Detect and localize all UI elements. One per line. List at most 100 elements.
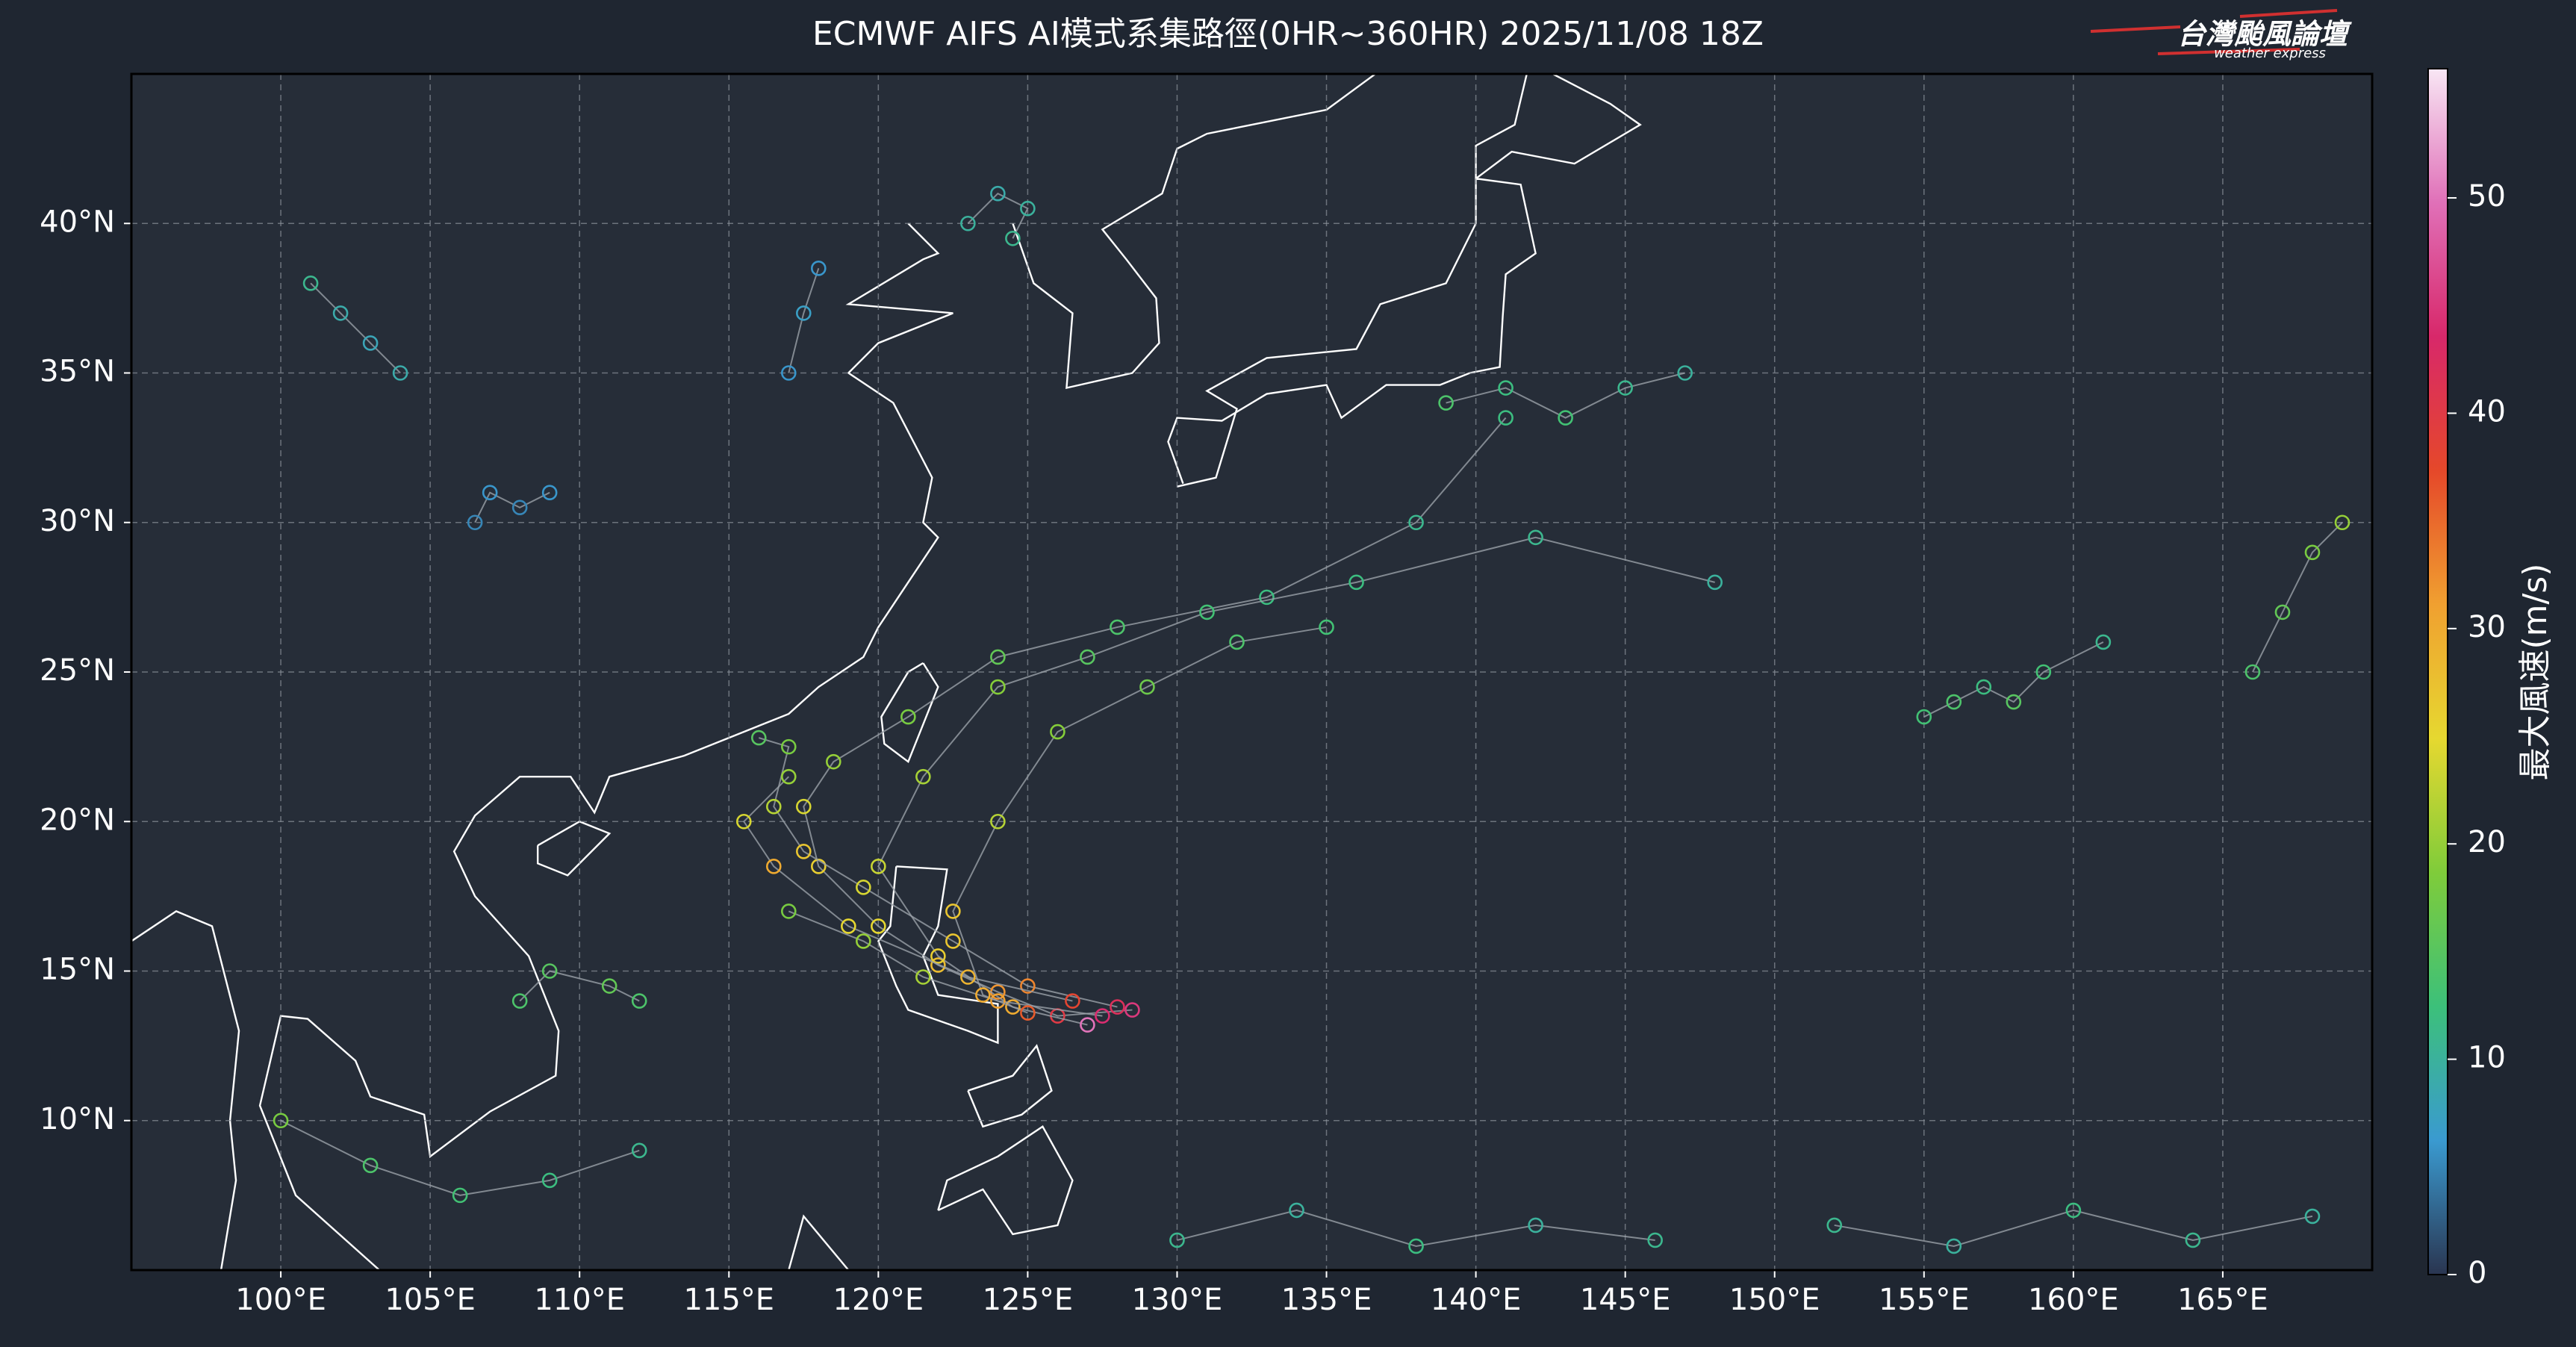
track-point [960,215,976,231]
track-line [967,192,1029,239]
coastline [1012,74,1378,390]
y-tick-label: 20°N [40,803,115,837]
track-point [990,993,1006,1009]
track-point [780,738,797,755]
track-point [1229,634,1245,650]
track-point [1020,1005,1036,1021]
track-point [796,844,812,859]
track-point [1528,529,1543,546]
track-point [780,903,797,919]
map-frame [130,72,2374,1272]
track-line [1177,1209,1655,1247]
logo-name: 台灣颱風論壇 [2177,18,2352,51]
track-line [788,910,1103,1017]
track-point [1348,574,1364,591]
track-point [1916,709,1932,725]
track-point [511,993,528,1009]
x-tick-label: 140°E [1431,1283,1522,1317]
track-point [482,485,498,501]
track-point [2035,664,2052,680]
colorbar-tick-label: 0 [2468,1256,2486,1290]
track-point [1647,1232,1663,1248]
colorbar-tick-label: 40 [2468,394,2506,429]
y-tick-label: 15°N [40,953,115,987]
track-point [1498,410,1513,426]
x-tick-label: 115°E [683,1283,774,1317]
track-point [796,798,812,815]
x-tick-label: 165°E [2177,1283,2268,1317]
track-point [960,969,976,985]
track-point [975,987,991,1003]
track-point [1095,1008,1110,1024]
colorbar-ticks: 0 10 20 30 40 50 [2448,179,2506,1290]
x-tick-label: 150°E [1729,1283,1820,1317]
track-point [945,933,961,949]
track-line [952,626,1327,1014]
track-point [1289,1202,1304,1219]
chart-title: ECMWF AIFS AI模式系集路徑(0HR~360HR) 2025/11/0… [812,15,1764,53]
track-line [788,268,820,373]
y-tick-label: 30°N [40,504,115,538]
track-point [1110,619,1125,635]
track-point [930,957,946,973]
track-point [631,1142,647,1159]
track-point [541,485,558,501]
track-point [452,1187,468,1204]
track-point [1707,574,1723,591]
coastlines [131,74,1642,1270]
x-tick-label: 105°E [385,1283,476,1317]
track-point [511,500,528,516]
track-point [990,679,1006,695]
track-point [1946,694,1962,710]
x-tick-label: 110°E [534,1283,625,1317]
colorbar [2427,68,2448,1275]
track-point [1139,679,1155,695]
track-point [1946,1238,1962,1254]
coastline [877,865,999,1045]
coastline [131,910,240,1270]
track-point [930,948,946,964]
track-point [1080,649,1095,665]
track-line [280,1119,640,1196]
colorbar-tick-label: 20 [2468,825,2506,859]
track-point [1005,999,1021,1015]
track-point [332,305,349,321]
track-point [2006,694,2022,710]
track-point [2244,664,2261,680]
track-point [601,978,617,994]
coastline [967,1044,1053,1128]
coastline [937,1125,1074,1236]
track-point [273,1113,289,1129]
track-point [1408,1238,1424,1254]
track-point [302,276,319,291]
coastline [788,1214,850,1270]
x-tick-label: 100°E [235,1283,326,1317]
track-point [1826,1217,1843,1234]
track-point [2274,604,2291,620]
track-point [1005,230,1021,246]
track-point [2185,1232,2201,1248]
track-line [474,491,550,523]
track-point [1050,724,1065,740]
y-tick-label: 35°N [40,355,115,389]
track-point [1124,1002,1140,1018]
track-point [1319,619,1334,635]
track-line [519,970,640,1002]
track-point [826,753,841,770]
track-point [1528,1217,1543,1234]
track-point [1259,589,1275,606]
track-point [780,768,797,785]
colorbar-label: 最大風速(m/s) [2516,564,2554,781]
y-tick-label: 25°N [40,653,115,688]
track-point [467,514,483,531]
colorbar-tick-label: 50 [2468,179,2506,214]
track-point [990,185,1006,202]
y-tick-label: 40°N [40,205,115,239]
track-point [1065,993,1080,1009]
x-tick-label: 130°E [1132,1283,1223,1317]
track-point [541,963,558,979]
x-tick-label: 160°E [2028,1283,2119,1317]
track-point [1617,380,1633,396]
x-tick-label: 155°E [1879,1283,1970,1317]
track-point [990,649,1006,665]
